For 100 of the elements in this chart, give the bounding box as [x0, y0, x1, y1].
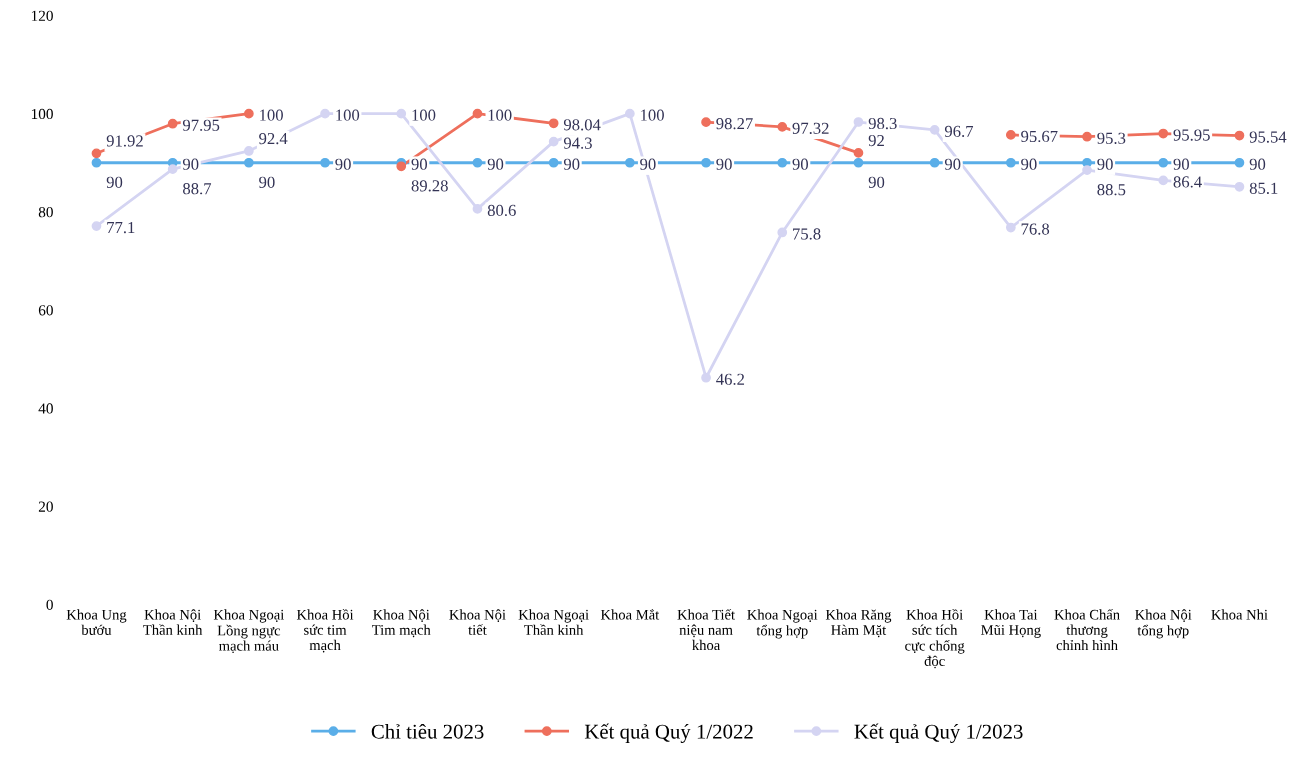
- x-tick-label: Khoa Nội Thần kinh: [143, 609, 203, 635]
- x-tick-label: Khoa Nhi: [1211, 609, 1268, 620]
- point: [1005, 222, 1016, 233]
- data-label: 86.4: [1173, 176, 1202, 188]
- data-label: 88.7: [183, 183, 212, 195]
- point: [1158, 175, 1169, 186]
- data-label: 76.8: [1021, 223, 1050, 235]
- x-tick-label: Khoa Tai Mũi Họng: [981, 609, 1041, 638]
- data-label: 90: [487, 158, 504, 170]
- point: [1234, 181, 1245, 192]
- x-tick-label: Khoa Tiết niệu nam khoa: [677, 608, 735, 651]
- point: [1158, 157, 1169, 168]
- x-tick-label: Khoa Ung bướu: [66, 609, 127, 635]
- data-label: 90: [792, 158, 809, 170]
- legend-label: Kết quả Quý 1/2023: [854, 723, 1023, 743]
- data-label: 100: [412, 109, 436, 121]
- x-tick-label: Khoa Mắt: [600, 608, 660, 620]
- y-tick-label: 80: [38, 206, 53, 218]
- data-label: 90: [259, 176, 275, 188]
- point: [396, 161, 407, 172]
- point: [777, 227, 788, 238]
- data-label: 75.8: [793, 228, 821, 240]
- data-label: 95.67: [1021, 130, 1058, 143]
- x-tick-label: Khoa Nội tổng hợp: [1135, 609, 1192, 639]
- x-tick-label: Khoa Nội tiết: [449, 609, 506, 635]
- data-label: 90: [182, 158, 199, 170]
- x-tick-label: Khoa Chấn thương chỉnh hình: [1054, 608, 1120, 651]
- data-label: 100: [336, 109, 360, 121]
- point: [548, 118, 559, 129]
- point: [853, 157, 864, 168]
- data-label: 92: [868, 134, 884, 147]
- legend-label: Chỉ tiêu 2023: [371, 723, 484, 739]
- point: [1005, 130, 1016, 140]
- point: [777, 157, 788, 168]
- data-label: 90: [335, 158, 351, 170]
- data-label: 85.1: [1249, 182, 1278, 194]
- point: [548, 136, 559, 147]
- point: [624, 157, 635, 168]
- point: [167, 118, 178, 129]
- y-tick-label: 100: [31, 108, 53, 120]
- point: [548, 157, 559, 168]
- point: [244, 146, 254, 156]
- data-label: 98.27: [716, 118, 753, 130]
- y-tick-label: 0: [46, 599, 53, 610]
- point: [472, 108, 483, 119]
- data-label: 80.6: [487, 204, 516, 217]
- data-label: 90: [1021, 158, 1037, 170]
- point: [701, 117, 711, 128]
- y-tick-label: 60: [38, 305, 53, 316]
- point: [1234, 130, 1245, 141]
- data-label: 90: [563, 158, 580, 170]
- data-label: 92.4: [259, 132, 288, 145]
- point: [853, 148, 864, 158]
- x-tick-label: Khoa Hồi sức tim mạch: [296, 608, 354, 653]
- y-tick-label: 40: [38, 403, 53, 414]
- data-label: 95.95: [1173, 129, 1210, 141]
- point: [1082, 131, 1092, 142]
- point: [777, 121, 788, 132]
- data-label: 98.04: [563, 119, 601, 131]
- x-tick-label: Khoa Ngoại Thần kinh: [518, 609, 589, 635]
- data-label: 90: [1173, 158, 1189, 170]
- data-label: 97.32: [792, 122, 829, 134]
- point: [320, 157, 330, 168]
- data-label: 97.95: [182, 119, 220, 131]
- point: [1234, 157, 1245, 168]
- x-tick-label: Khoa Hồi sức tích cực chống độc: [905, 608, 965, 669]
- data-label: 100: [641, 109, 664, 121]
- data-label: 100: [260, 109, 283, 121]
- data-label: 100: [488, 109, 512, 121]
- point: [929, 125, 940, 135]
- y-tick-label: 20: [38, 501, 53, 512]
- point: [1158, 128, 1169, 139]
- point: [396, 108, 407, 119]
- data-label: 77.1: [107, 222, 135, 234]
- data-label: 88.5: [1097, 184, 1126, 196]
- data-label: 89.28: [411, 180, 448, 192]
- data-label: 94.3: [563, 137, 592, 149]
- data-label: 95.54: [1249, 131, 1287, 143]
- point: [1082, 165, 1092, 175]
- data-label: 90: [716, 158, 732, 170]
- data-label: 98.3: [868, 117, 897, 130]
- data-label: 90: [868, 176, 885, 188]
- point: [472, 204, 483, 214]
- x-tick-label: Khoa Răng Hàm Mặt: [825, 609, 892, 638]
- point: [1005, 157, 1016, 168]
- y-tick-label: 120: [31, 10, 53, 21]
- data-label: 95.3: [1097, 132, 1126, 144]
- point: [91, 148, 102, 159]
- data-label: 96.7: [944, 125, 974, 138]
- data-label: 90: [1097, 158, 1113, 170]
- x-tick-label: Khoa Ngoại tổng hợp: [747, 609, 818, 639]
- data-label: 90: [640, 158, 656, 170]
- point: [244, 108, 254, 119]
- point: [701, 157, 711, 168]
- data-label: 91.92: [106, 135, 143, 147]
- data-label: 90: [106, 176, 123, 188]
- data-label: 90: [411, 158, 428, 170]
- point: [91, 157, 102, 168]
- point: [167, 164, 178, 174]
- legend-label: Kết quả Quý 1/2022: [584, 723, 753, 743]
